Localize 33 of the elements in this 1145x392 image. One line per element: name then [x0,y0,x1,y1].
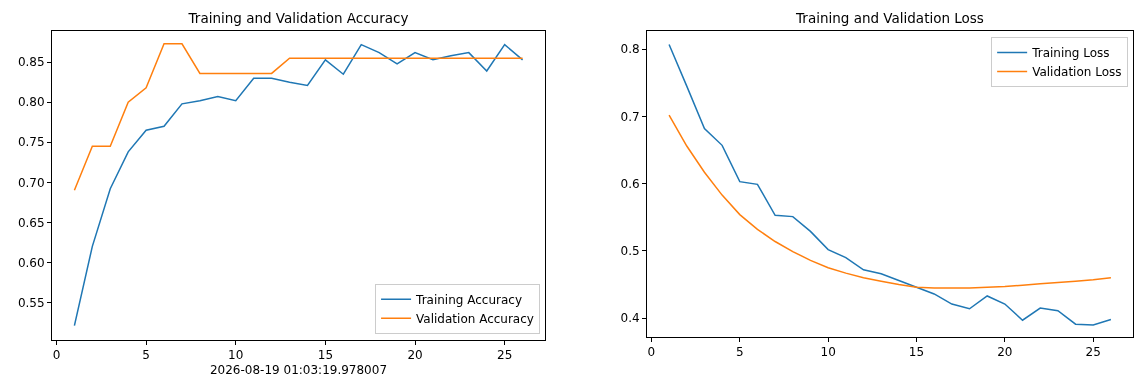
y-tick-label: 0.55 [17,295,45,310]
y-tick-label: 0.6 [620,176,640,191]
chart-title: Training and Validation Loss [795,10,984,27]
y-tick-label: 0.60 [17,255,45,270]
line-series [668,114,1112,289]
legend-label: Validation Loss [1032,65,1122,80]
chart-title: Training and Validation Accuracy [187,10,409,27]
legend-label: Training Loss [1031,46,1110,61]
x-tick-label: 20 [407,348,423,363]
y-tick-label: 0.80 [17,95,45,110]
x-axis-title: 2026-08-19 01:03:19.978007 [209,363,388,378]
x-tick-label: 5 [735,345,744,360]
y-tick-label: 0.8 [620,42,640,57]
x-tick-label: 5 [142,348,150,363]
line-series [73,43,524,192]
x-tick-label: 10 [228,348,244,363]
x-tick-label: 0 [647,345,656,360]
y-tick-label: 0.70 [17,175,45,190]
legend-label: Validation Accuracy [416,312,534,326]
y-tick-label: 0.4 [620,311,640,326]
y-tick-label: 0.85 [17,55,45,70]
y-tick-label: 0.5 [620,244,640,259]
x-tick-label: 15 [908,345,925,360]
x-tick-label: 0 [52,348,61,363]
x-tick-label: 20 [997,345,1013,360]
x-tick-label: 10 [820,345,836,360]
x-tick-label: 25 [1085,345,1101,360]
legend-label: Training Accuracy [415,293,523,307]
y-tick-label: 0.75 [17,135,45,150]
x-tick-label: 25 [497,348,513,363]
y-tick-label: 0.65 [17,215,45,230]
y-tick-label: 0.7 [620,109,640,124]
x-tick-label: 15 [317,348,334,363]
